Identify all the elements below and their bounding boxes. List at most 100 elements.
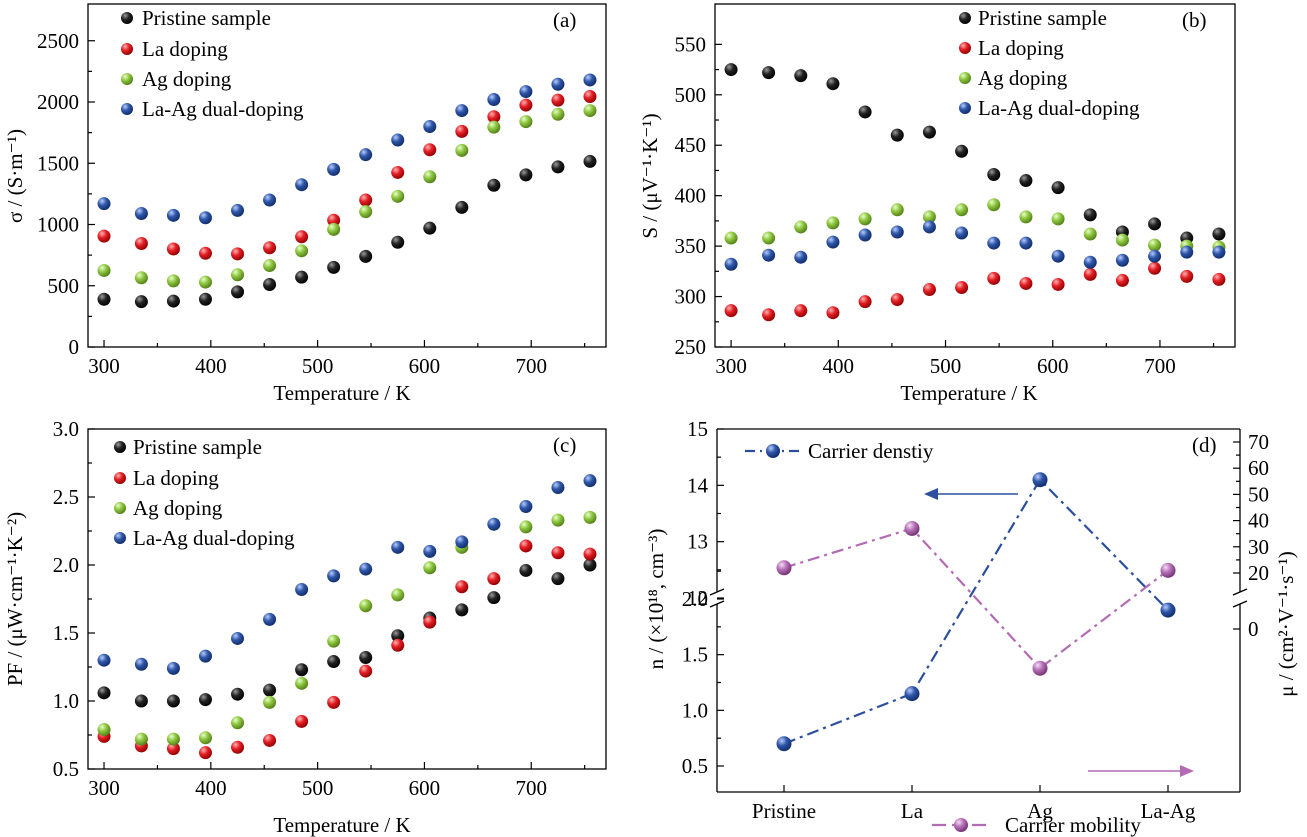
data-point [423, 561, 437, 575]
y-tick-label: 12 [687, 586, 708, 610]
data-point [1115, 233, 1129, 247]
data-point [583, 73, 597, 87]
data-point [327, 569, 341, 583]
legend-marker [114, 532, 126, 544]
series-ag-doping [97, 104, 597, 289]
panel-label: (d) [1192, 433, 1217, 457]
data-point [1148, 261, 1162, 275]
data-point [519, 168, 533, 182]
data-point [295, 244, 309, 258]
data-point [359, 249, 373, 263]
series-la-ag-dual-doping [97, 73, 597, 225]
legend-label: Ag doping [133, 496, 223, 520]
data-point [295, 230, 309, 244]
data-point [858, 228, 872, 242]
right-axis-arrow [1088, 765, 1194, 777]
data-point [327, 222, 341, 236]
data-point [858, 295, 872, 309]
data-point [583, 154, 597, 168]
series-la-doping [724, 261, 1226, 322]
data-point [198, 731, 212, 745]
y-tick-label: 550 [675, 32, 707, 56]
plot-frame [87, 3, 607, 348]
data-point [134, 271, 148, 285]
data-point [423, 221, 437, 235]
data-point [519, 98, 533, 112]
legend-label: Carrier mobility [1005, 813, 1141, 837]
plot-frame [714, 3, 1236, 348]
x-tick-label: 500 [302, 354, 334, 378]
series-pristine-sample [97, 154, 597, 309]
data-point [724, 304, 738, 318]
series-pristine-sample [97, 558, 597, 708]
data-point [1212, 272, 1226, 286]
data-point [1051, 249, 1065, 263]
x-tick-label: 300 [88, 776, 120, 800]
data-point [922, 282, 936, 296]
legend-label: Ag doping [142, 67, 232, 91]
data-point [231, 631, 245, 645]
data-point [955, 280, 969, 294]
y2-tick-label: 70 [1248, 430, 1269, 454]
legend: Pristine sample La doping Ag doping La-A… [959, 6, 1140, 120]
x-tick-label: La [901, 799, 924, 823]
data-point [794, 250, 808, 264]
legend-marker [959, 42, 971, 54]
data-point [890, 293, 904, 307]
data-point [391, 133, 405, 147]
legend-marker [959, 102, 971, 114]
data-point [487, 517, 501, 531]
legend-marker [121, 12, 133, 24]
data-point [487, 178, 501, 192]
legend-marker [114, 441, 126, 453]
data-point [231, 687, 245, 701]
data-point [455, 603, 469, 617]
data-point [551, 77, 565, 91]
y-tick-label: 15 [687, 417, 708, 441]
x-tick-label: 600 [1037, 354, 1069, 378]
data-point [198, 292, 212, 306]
y2-tick-label: 50 [1248, 482, 1269, 506]
data-point [858, 105, 872, 119]
legend-marker [954, 818, 968, 832]
y-axis-label: S / (μV⁻¹·K⁻¹) [638, 113, 662, 238]
data-point [134, 295, 148, 309]
x-tick-label: 500 [930, 354, 962, 378]
legend: Pristine sample La doping Ag doping La-A… [114, 435, 295, 550]
data-point [1083, 227, 1097, 241]
data-point [166, 274, 180, 288]
legend-label: Pristine sample [978, 6, 1107, 30]
data-point [890, 128, 904, 142]
data-point [391, 629, 405, 643]
data-point [724, 257, 738, 271]
data-point [519, 539, 533, 553]
arrow-head [924, 488, 938, 500]
legend-label: Pristine sample [133, 435, 262, 459]
series-la-doping [97, 89, 597, 261]
data-point [198, 211, 212, 225]
data-point [487, 572, 501, 586]
data-point [583, 474, 597, 488]
data-point [327, 260, 341, 274]
data-point [1148, 249, 1162, 263]
axis-break-mark [1232, 588, 1248, 596]
data-point [955, 226, 969, 240]
data-point [1019, 236, 1033, 250]
arrow-head [1180, 765, 1194, 777]
series-ag-doping [724, 198, 1226, 254]
data-point [359, 664, 373, 678]
data-point [423, 170, 437, 184]
y-tick-label: 2.5 [53, 485, 79, 509]
legend-marker [114, 472, 126, 484]
data-point [955, 203, 969, 217]
x-axis-label: Temperature / K [273, 381, 410, 405]
legend: Carrier denstiy Carrier mobility [745, 439, 1141, 837]
data-point [583, 558, 597, 572]
data-point [327, 213, 341, 227]
y-tick-label: 1.5 [682, 643, 708, 667]
axis-break-mark [709, 588, 725, 596]
data-point [295, 663, 309, 677]
legend-label: Pristine sample [142, 6, 271, 30]
data-marks [776, 472, 1176, 752]
